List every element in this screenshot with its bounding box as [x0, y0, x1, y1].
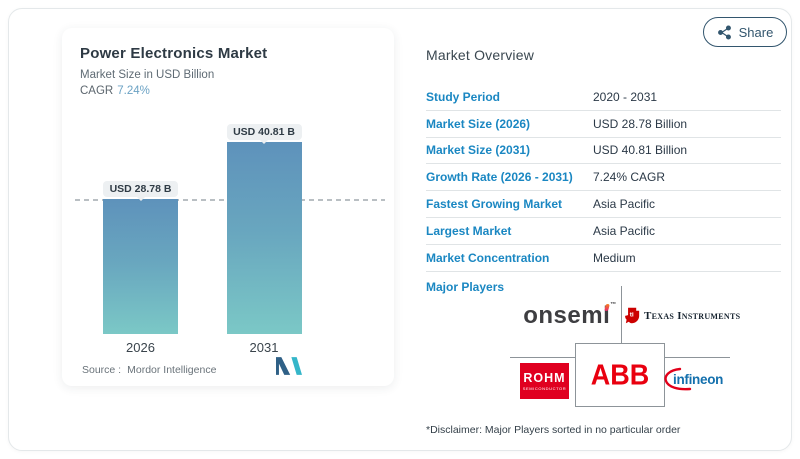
mordor-intelligence-logo-icon — [276, 357, 302, 375]
table-row: Study Period 2020 - 2031 — [426, 84, 781, 111]
major-players-label: Major Players — [426, 280, 505, 294]
row-label: Market Size (2026) — [426, 116, 531, 131]
onsemi-text: onsemi — [523, 302, 611, 329]
ti-map-icon: ti — [625, 307, 640, 324]
table-row: Fastest Growing Market Asia Pacific — [426, 191, 781, 218]
infineon-text: infineon — [673, 372, 724, 387]
cagr-value: 7.24% — [117, 85, 150, 97]
trademark-symbol: ™ — [610, 302, 617, 308]
disclaimer-text: *Disclaimer: Major Players sorted in no … — [426, 424, 681, 436]
cagr-label: CAGR — [80, 85, 114, 97]
divider-horizontal-left — [510, 357, 575, 358]
rohm-subtext: SEMICONDUCTOR — [522, 385, 567, 391]
row-value: USD 28.78 Billion — [593, 116, 688, 131]
chart-subtitle: Market Size in USD Billion — [80, 69, 215, 81]
row-label: Market Concentration — [426, 250, 550, 265]
divider-horizontal-right — [665, 357, 730, 358]
table-row: Market Size (2026) USD 28.78 Billion — [426, 111, 781, 138]
row-label: Largest Market — [426, 223, 512, 238]
share-button[interactable]: Share — [703, 17, 787, 47]
x-axis-tick-label: 2031 — [249, 340, 279, 355]
bar-2026 — [103, 198, 178, 334]
row-label: Market Size (2031) — [426, 143, 531, 158]
abb-logo-box: ABB — [575, 343, 665, 407]
row-label: Fastest Growing Market — [426, 197, 563, 212]
share-icon — [717, 25, 731, 39]
svg-text:ti: ti — [630, 312, 634, 319]
major-players-diagram: onsemi™ ti Texas Instruments ROHM SEMICO… — [426, 286, 781, 410]
table-row: Market Concentration Medium — [426, 245, 781, 272]
row-value: Asia Pacific — [593, 223, 656, 238]
table-row: Largest Market Asia Pacific — [426, 218, 781, 245]
source-label: Source : — [82, 364, 122, 376]
row-label: Growth Rate (2026 - 2031) — [426, 170, 573, 185]
bar-2031 — [226, 142, 302, 334]
table-row: Market Size (2031) USD 40.81 Billion — [426, 138, 781, 165]
row-value: Asia Pacific — [593, 197, 656, 212]
overview-table: Study Period 2020 - 2031 Market Size (20… — [426, 84, 781, 272]
row-label: Study Period — [426, 89, 501, 104]
row-value: USD 40.81 Billion — [593, 143, 688, 158]
cagr-line: CAGR 7.24% — [80, 85, 150, 97]
ti-text: Texas Instruments — [644, 309, 741, 322]
share-label: Share — [738, 24, 774, 40]
divider-vertical — [621, 286, 622, 343]
bar-value-label: USD 40.81 B — [226, 124, 302, 145]
onsemi-logo: onsemi™ — [518, 302, 622, 330]
source-name: Mordor Intelligence — [127, 364, 217, 376]
bar-value-label: USD 28.78 B — [103, 180, 178, 201]
row-value: 2020 - 2031 — [593, 89, 658, 104]
rohm-logo: ROHM SEMICONDUCTOR — [520, 363, 569, 399]
chart-panel: Power Electronics Market Market Size in … — [62, 28, 394, 386]
infineon-logo: infineon — [664, 366, 734, 394]
row-value: 7.24% CAGR — [593, 170, 666, 185]
source-line: Source : Mordor Intelligence — [82, 364, 216, 376]
overview-title: Market Overview — [426, 47, 535, 63]
chart-title: Power Electronics Market — [80, 45, 268, 62]
bar-chart: USD 28.78 B 2026 USD 40.81 B 2031 — [62, 28, 394, 386]
rohm-text: ROHM — [523, 370, 566, 385]
row-value: Medium — [593, 250, 636, 265]
texas-instruments-logo: ti Texas Instruments — [625, 307, 740, 324]
table-row: Growth Rate (2026 - 2031) 7.24% CAGR — [426, 164, 781, 192]
x-axis-tick-label: 2026 — [126, 340, 155, 355]
infineon-arc-icon — [664, 367, 692, 391]
abb-text: ABB — [590, 358, 650, 391]
